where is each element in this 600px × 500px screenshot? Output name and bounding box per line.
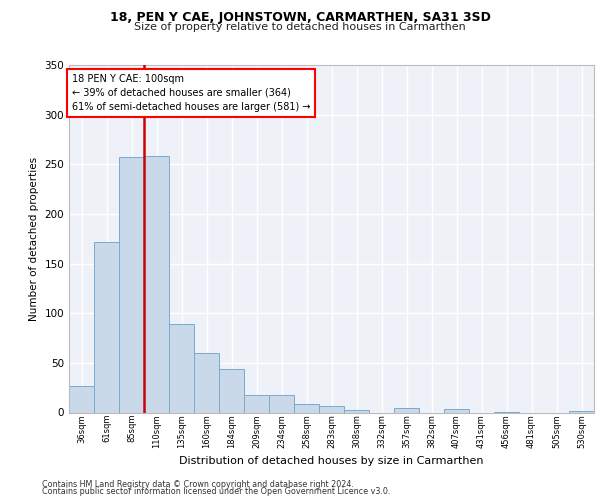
Text: 18, PEN Y CAE, JOHNSTOWN, CARMARTHEN, SA31 3SD: 18, PEN Y CAE, JOHNSTOWN, CARMARTHEN, SA… [110, 11, 490, 24]
Bar [244, 394, 269, 412]
Bar [119, 158, 144, 412]
Bar [569, 410, 594, 412]
Bar [444, 408, 469, 412]
Bar [319, 406, 344, 412]
Text: 18 PEN Y CAE: 100sqm
← 39% of detached houses are smaller (364)
61% of semi-deta: 18 PEN Y CAE: 100sqm ← 39% of detached h… [71, 74, 310, 112]
Bar [194, 353, 219, 412]
Bar [169, 324, 194, 412]
Bar [294, 404, 319, 412]
Bar [344, 410, 369, 412]
Bar [219, 369, 244, 412]
Bar [94, 242, 119, 412]
Bar [144, 156, 169, 412]
X-axis label: Distribution of detached houses by size in Carmarthen: Distribution of detached houses by size … [179, 456, 484, 466]
Text: Contains HM Land Registry data © Crown copyright and database right 2024.: Contains HM Land Registry data © Crown c… [42, 480, 354, 489]
Text: Size of property relative to detached houses in Carmarthen: Size of property relative to detached ho… [134, 22, 466, 32]
Text: Contains public sector information licensed under the Open Government Licence v3: Contains public sector information licen… [42, 488, 391, 496]
Bar [269, 394, 294, 412]
Y-axis label: Number of detached properties: Number of detached properties [29, 156, 39, 321]
Bar [394, 408, 419, 412]
Bar [69, 386, 94, 412]
